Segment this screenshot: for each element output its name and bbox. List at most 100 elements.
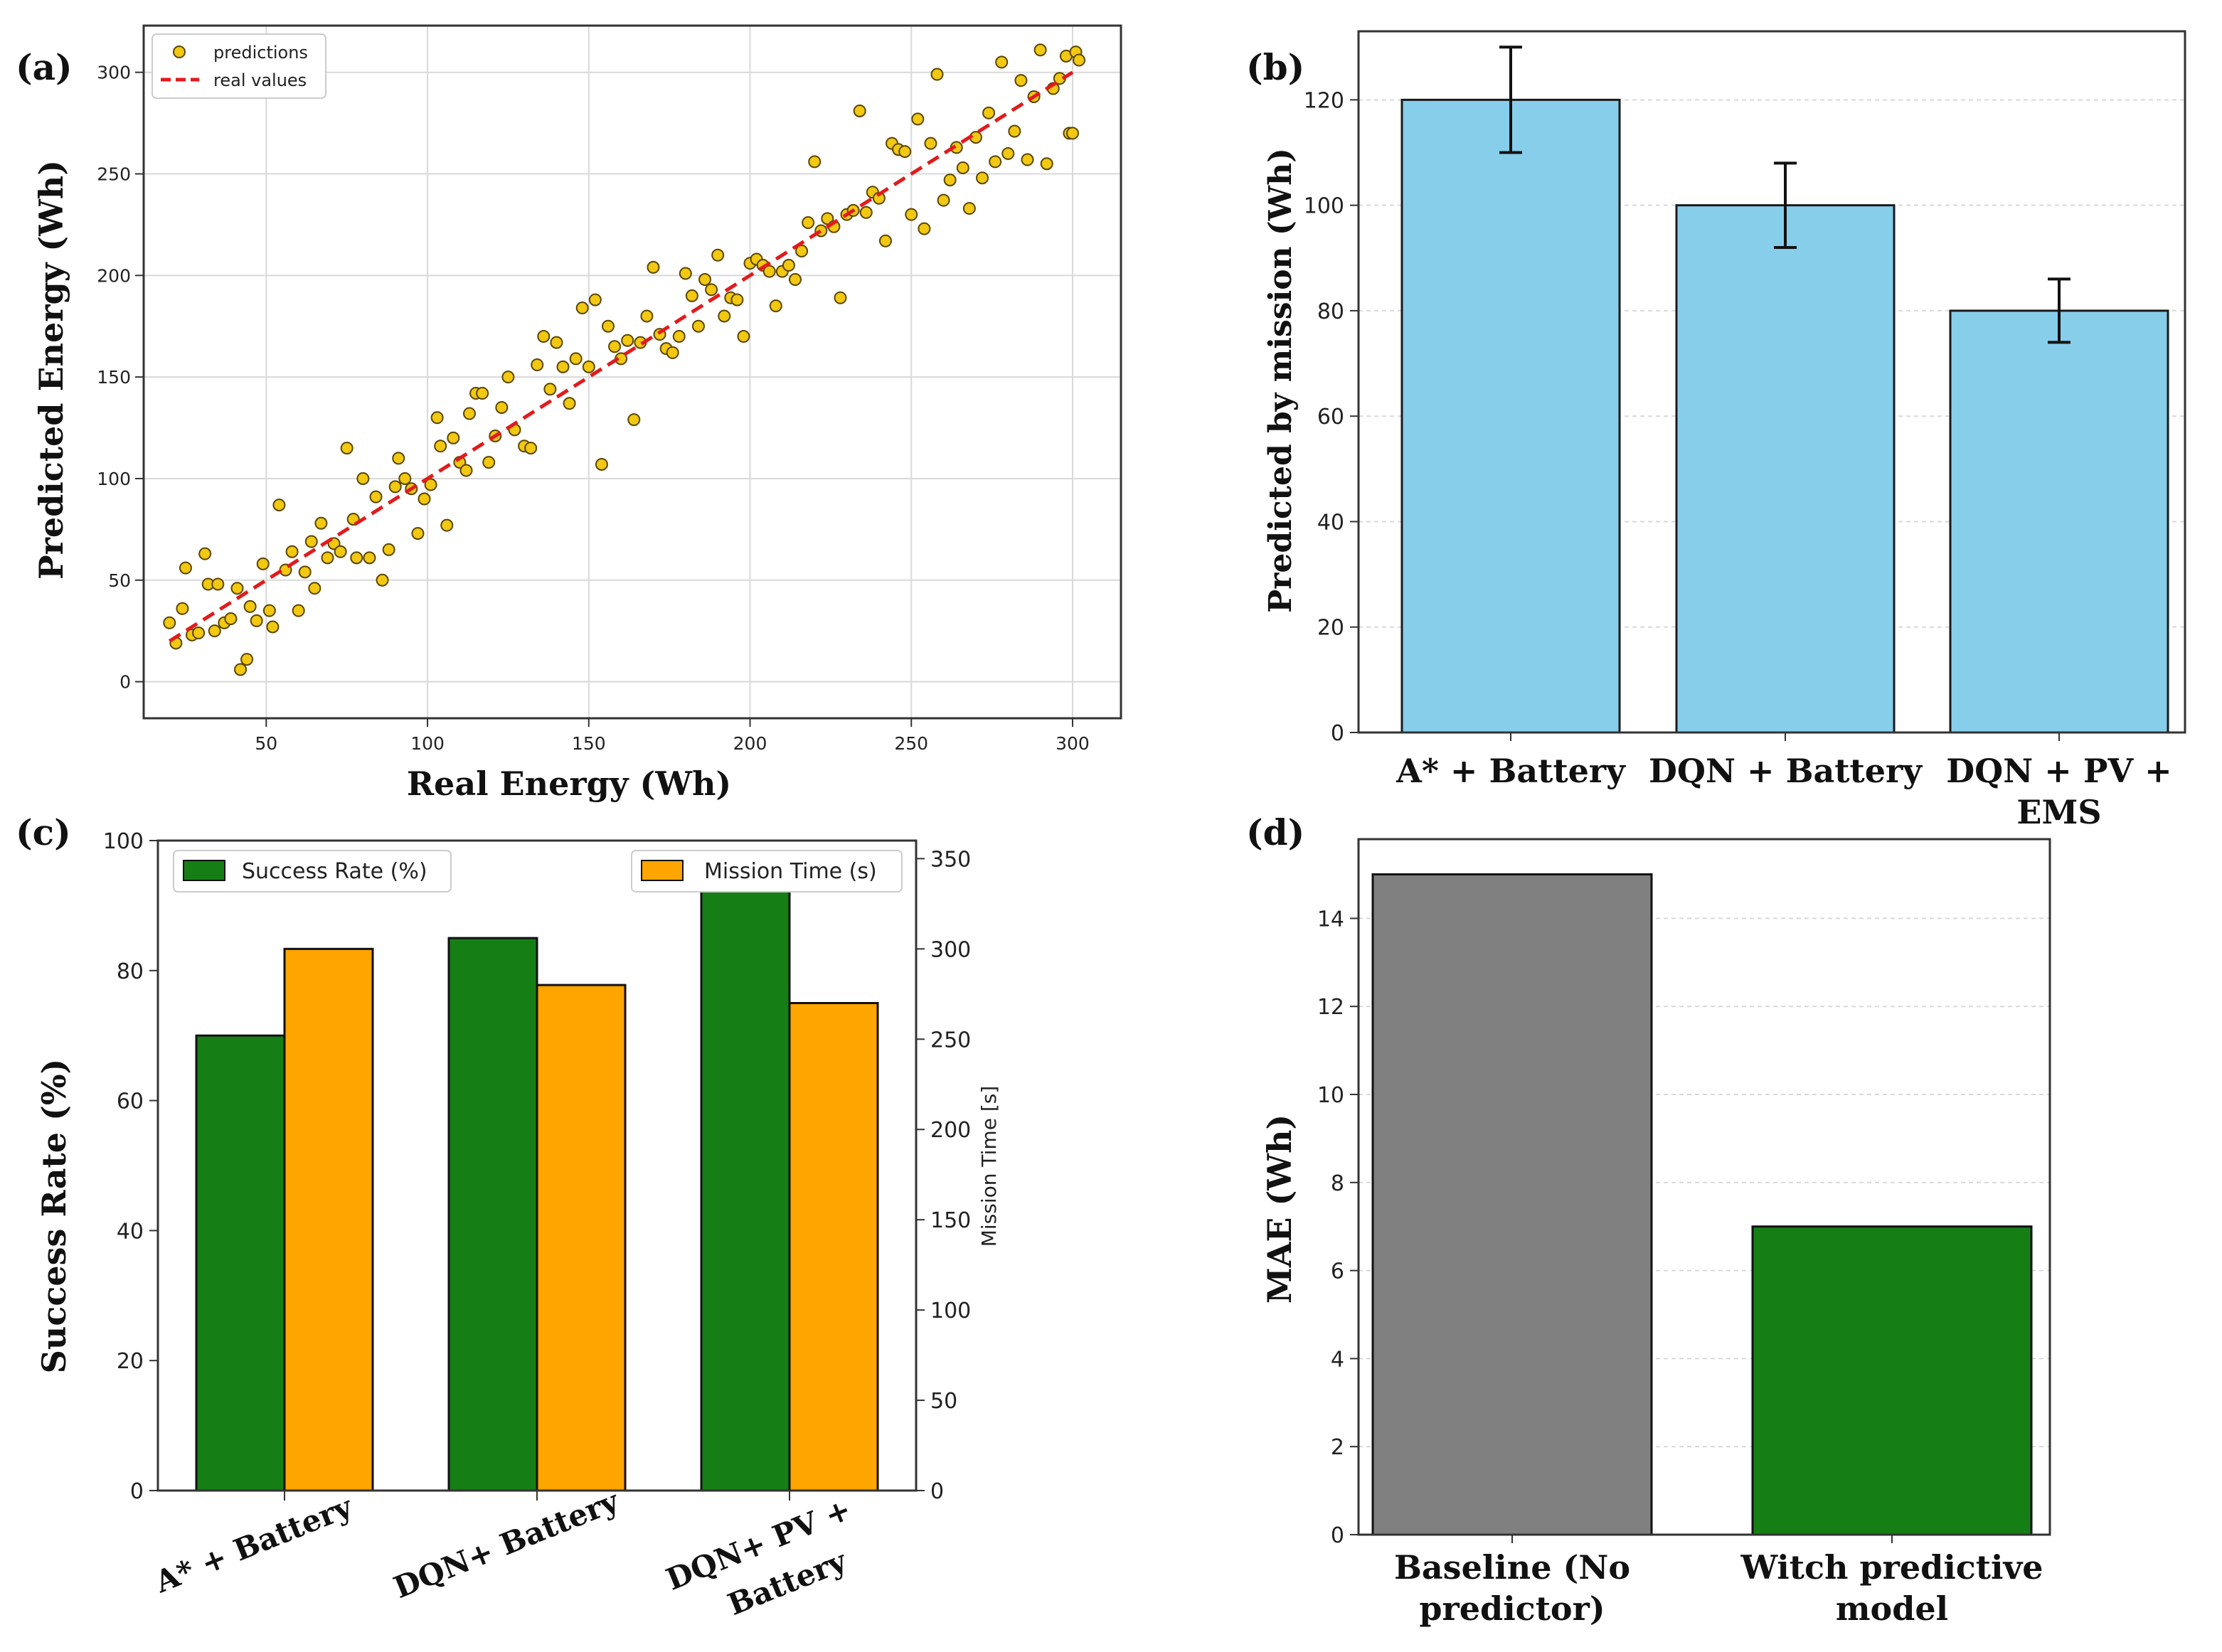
y-tick-label: 60 — [117, 1089, 144, 1114]
data-point — [434, 439, 447, 453]
data-point — [982, 106, 996, 119]
data-point — [1021, 153, 1034, 166]
data-point — [930, 68, 944, 81]
panel-b-bar-chart: (b) A* + Battery DQN + Battery DQN + PV +EM… — [1246, 30, 2186, 831]
y-axis-label: Predicted Energy (Wh) — [32, 160, 70, 580]
data-point — [234, 663, 248, 676]
data-point — [795, 245, 809, 258]
data-point — [363, 551, 376, 565]
data-point — [308, 582, 321, 595]
bar — [1400, 98, 1621, 734]
legend-swatch-mission-time — [641, 860, 684, 881]
y2-tick-label: 150 — [930, 1208, 971, 1233]
data-point — [382, 543, 395, 556]
y-tick-label: 12 — [1317, 995, 1344, 1020]
data-point — [376, 573, 389, 587]
data-point — [292, 604, 305, 617]
bar — [1949, 309, 2169, 734]
x-category-label: DQN + Battery — [1649, 752, 1923, 790]
y-tick-label: 20 — [117, 1349, 144, 1374]
y-tick-label: 50 — [108, 570, 131, 591]
data-point — [595, 457, 608, 471]
y2-tick-label: 200 — [930, 1118, 971, 1143]
data-point — [679, 267, 692, 280]
data-point — [411, 527, 425, 540]
data-point — [937, 193, 950, 207]
data-point — [730, 293, 744, 307]
data-point — [208, 624, 221, 638]
bar-mission-time — [536, 984, 627, 1492]
data-point — [211, 577, 225, 591]
legend-box-right — [631, 850, 903, 892]
data-point — [943, 174, 957, 187]
y-tick-label: 4 — [1331, 1347, 1344, 1372]
y2-tick-label: 350 — [930, 847, 971, 872]
data-point — [563, 397, 576, 410]
data-point — [482, 456, 496, 469]
data-point — [1014, 74, 1028, 87]
x-category-label: model — [1836, 1589, 1948, 1628]
data-point — [340, 442, 354, 455]
data-point — [440, 518, 454, 532]
y2-tick-label: 250 — [930, 1028, 971, 1053]
y2-tick-label: 50 — [930, 1389, 957, 1414]
data-point — [782, 259, 795, 272]
data-point — [424, 478, 437, 491]
plot-frame — [142, 24, 1122, 720]
data-point — [369, 490, 383, 503]
y-tick-label: 120 — [1304, 88, 1344, 113]
data-point — [163, 616, 176, 629]
data-point — [918, 222, 931, 235]
y-tick-label: 0 — [119, 672, 131, 693]
x-tick-label: 250 — [894, 733, 928, 754]
data-point — [388, 480, 402, 494]
legend-label-success-rate: Success Rate (%) — [242, 859, 427, 884]
data-point — [266, 620, 280, 634]
data-point — [1008, 124, 1021, 138]
data-point — [398, 471, 412, 485]
data-point — [878, 234, 892, 247]
bar-success-rate — [447, 937, 538, 1492]
x-tick-label: 200 — [733, 733, 767, 754]
y2-tick-label: 100 — [930, 1299, 971, 1323]
data-point — [1040, 157, 1053, 171]
data-point — [976, 171, 989, 185]
data-point — [808, 155, 822, 169]
x-category-label: Witch predictive — [1740, 1548, 2043, 1587]
y-tick-label: 2 — [1331, 1435, 1344, 1460]
data-point — [956, 161, 969, 174]
data-point — [1033, 43, 1047, 57]
data-point — [243, 599, 257, 613]
data-point — [459, 464, 473, 477]
legend-swatch-success-rate — [183, 860, 225, 881]
y-tick-label: 0 — [1331, 721, 1344, 746]
panel-label: (a) — [16, 46, 73, 88]
y-tick-label: 300 — [97, 63, 131, 83]
x-category-label: predictor) — [1419, 1589, 1605, 1628]
x-category-label: EMS — [2016, 793, 2101, 831]
legend-box-left — [173, 850, 452, 892]
data-point — [698, 273, 712, 287]
legend-box — [152, 33, 326, 99]
data-point — [711, 248, 725, 262]
data-point — [262, 604, 276, 617]
data-point — [179, 561, 192, 575]
bar — [1371, 873, 1653, 1536]
panel-c-dual-axis-bar-chart: (c)A* + Battery DQN+ Battery DQN+ PV +Batt… — [16, 811, 1001, 1622]
y-tick-label: 100 — [97, 469, 131, 489]
data-point — [621, 334, 634, 347]
data-point — [1001, 146, 1015, 160]
y-tick-label: 6 — [1331, 1259, 1344, 1284]
data-point — [537, 330, 551, 343]
x-tick-label: 150 — [572, 733, 606, 754]
y-tick-label: 150 — [97, 367, 131, 388]
panel-label: (c) — [16, 811, 71, 853]
data-point — [905, 208, 918, 221]
data-point — [989, 155, 1002, 169]
data-point — [582, 360, 595, 373]
x-category-label: A* + Battery — [149, 1488, 358, 1599]
data-point — [198, 547, 212, 560]
y-tick-label: 100 — [103, 829, 144, 854]
data-point — [556, 360, 570, 373]
